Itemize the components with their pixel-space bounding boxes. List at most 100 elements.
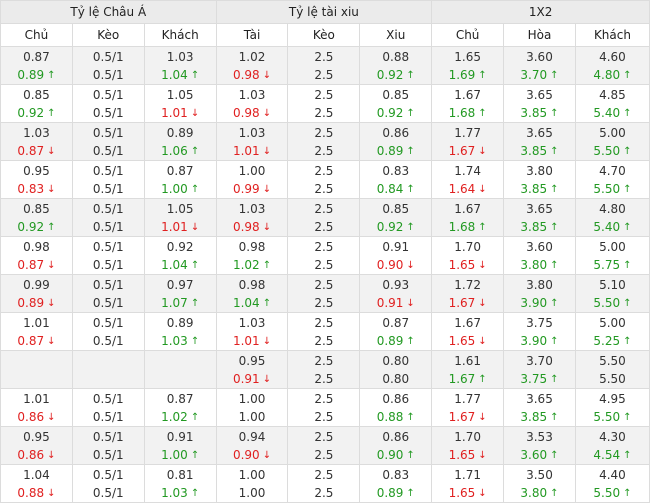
odds-row[interactable]: 1.01 0.86 ↓ 0.5/1 0.5/1 0.87 1.02 ↑ 1.00 1.00 2.5 2… <box>0 388 650 427</box>
current-value: 2.5 <box>314 258 334 272</box>
current-value-row <box>1 370 71 388</box>
current-value: 1.04 <box>161 258 188 272</box>
arrow-up-icon: ↑ <box>550 488 559 499</box>
current-value-row: 5.40 ↑ <box>576 104 648 122</box>
odds-cell-away: 0.87 1.02 ↑ <box>143 388 217 427</box>
current-value: 1.64 <box>448 182 476 196</box>
current-value: 0.89 <box>17 296 45 310</box>
current-value-row: 3.90 ↑ <box>505 294 575 312</box>
current-value-row: 3.85 ↑ <box>505 180 575 198</box>
opening-value: 1.70 <box>454 430 481 444</box>
odds-cell-over: 0.98 1.02 ↑ <box>215 236 289 275</box>
arrow-down-icon: ↓ <box>478 450 487 461</box>
current-value: 5.50 <box>593 486 621 500</box>
odds-row[interactable]: 1.04 0.88 ↓ 0.5/1 0.5/1 0.81 1.03 ↑ 1.00 1.00 2.5 2… <box>0 464 650 503</box>
opening-value: 1.71 <box>454 468 481 482</box>
current-value: 1.03 <box>161 486 188 500</box>
arrow-up-icon: ↑ <box>406 336 415 347</box>
column-header-row: Chủ Kèo Khách Tài Kèo Xiu Chủ Hòa Khách <box>0 23 650 47</box>
odds-cell-away: 0.89 1.06 ↑ <box>143 122 217 161</box>
current-value: 1.06 <box>161 144 188 158</box>
current-value: 1.67 <box>448 410 476 424</box>
opening-value: 2.5 <box>314 126 334 140</box>
current-value: 0.83 <box>17 182 45 196</box>
odds-cell-under: 0.91 0.90 ↓ <box>359 236 433 275</box>
odds-row[interactable]: 0.87 0.89 ↑ 0.5/1 0.5/1 1.03 1.04 ↑ 1.02 0.98 ↓ 2.5… <box>0 46 650 85</box>
current-value: 1.01 <box>232 334 260 348</box>
current-value: 3.85 <box>520 182 548 196</box>
current-value: 0.87 <box>17 144 45 158</box>
odds-cell-away-win: 4.80 5.40 ↑ <box>574 198 650 237</box>
odds-cell-line: 2.5 2.5 <box>287 350 361 389</box>
odds-cell-line: 2.5 2.5 <box>287 274 361 313</box>
odds-cell-handicap: 0.5/1 0.5/1 <box>71 388 145 427</box>
current-value: 1.65 <box>448 448 476 462</box>
odds-cell-home-win: 1.67 1.68 ↑ <box>431 84 505 123</box>
arrow-down-icon: ↓ <box>47 184 56 195</box>
current-value-row: 0.90 ↑ <box>361 446 431 464</box>
arrow-up-icon: ↑ <box>623 108 632 119</box>
arrow-up-icon: ↑ <box>623 184 632 195</box>
current-value-row: 0.5/1 <box>73 484 143 502</box>
odds-row[interactable]: 0.98 0.87 ↓ 0.5/1 0.5/1 0.92 1.04 ↑ 0.98 1.02 ↑ 2.5… <box>0 236 650 275</box>
odds-row[interactable]: 1.03 0.87 ↓ 0.5/1 0.5/1 0.89 1.06 ↑ 1.03 1.01 ↓ 2.5… <box>0 122 650 161</box>
current-value: 5.25 <box>593 334 621 348</box>
opening-value: 0.98 <box>23 240 50 254</box>
current-value-row: 1.03 ↑ <box>145 484 215 502</box>
opening-value: 1.03 <box>23 126 50 140</box>
current-value: 1.00 <box>161 448 188 462</box>
odds-row[interactable]: 0.95 0.91 ↓ 2.5 2.5 0.80 0.80 1.61 1.67 ↑ 3.70 3.75… <box>0 350 650 389</box>
odds-row[interactable]: 0.95 0.83 ↓ 0.5/1 0.5/1 0.87 1.00 ↑ 1.00 0.99 ↓ 2.5… <box>0 160 650 199</box>
odds-cell-draw: 3.50 3.80 ↑ <box>503 464 576 503</box>
opening-value: 1.77 <box>454 126 481 140</box>
current-value-row: 3.85 ↑ <box>505 142 575 160</box>
current-value: 2.5 <box>314 296 334 310</box>
odds-row[interactable]: 0.85 0.92 ↑ 0.5/1 0.5/1 1.05 1.01 ↓ 1.03 0.98 ↓ 2.5… <box>0 84 650 123</box>
arrow-up-icon: ↑ <box>550 146 559 157</box>
current-value: 1.03 <box>161 334 188 348</box>
odds-cell-under: 0.80 0.80 <box>359 350 433 389</box>
current-value: 0.91 <box>376 296 404 310</box>
odds-cell-home-win: 1.61 1.67 ↑ <box>431 350 505 389</box>
odds-cell-draw: 3.70 3.75 ↑ <box>503 350 576 389</box>
arrow-up-icon: ↑ <box>478 374 487 385</box>
odds-row[interactable]: 0.99 0.89 ↓ 0.5/1 0.5/1 0.97 1.07 ↑ 0.98 1.04 ↑ 2.5… <box>0 274 650 313</box>
arrow-down-icon: ↓ <box>47 260 56 271</box>
arrow-up-icon: ↑ <box>406 488 415 499</box>
opening-value: 0.91 <box>382 240 410 254</box>
odds-row[interactable]: 0.95 0.86 ↓ 0.5/1 0.5/1 0.91 1.00 ↑ 0.94 0.90 ↓ 2.5… <box>0 426 650 465</box>
column-header-under: Xiu <box>359 23 433 47</box>
arrow-up-icon: ↑ <box>623 70 632 81</box>
odds-cell-handicap: 0.5/1 0.5/1 <box>71 160 145 199</box>
opening-value: 5.00 <box>599 240 626 254</box>
arrow-up-icon: ↑ <box>550 222 559 233</box>
current-value: 0.5/1 <box>92 486 124 500</box>
current-value-row: 0.99 ↓ <box>217 180 287 198</box>
opening-value: 1.00 <box>238 468 266 482</box>
odds-cell-home: 0.85 0.92 ↑ <box>0 198 73 237</box>
arrow-up-icon: ↑ <box>623 260 632 271</box>
odds-cell-handicap: 0.5/1 0.5/1 <box>71 274 145 313</box>
arrow-up-icon: ↑ <box>478 222 487 233</box>
opening-value: 1.72 <box>454 278 481 292</box>
opening-value: 1.67 <box>454 316 481 330</box>
arrow-up-icon: ↑ <box>478 108 487 119</box>
opening-value: 2.5 <box>314 316 334 330</box>
arrow-up-icon: ↑ <box>190 336 200 347</box>
current-value: 0.98 <box>232 106 260 120</box>
current-value: 0.5/1 <box>92 144 124 158</box>
opening-value: 1.02 <box>238 50 266 64</box>
odds-cell-handicap: 0.5/1 0.5/1 <box>71 236 145 275</box>
arrow-down-icon: ↓ <box>478 336 487 347</box>
odds-cell-handicap: 0.5/1 0.5/1 <box>71 84 145 123</box>
opening-value: 2.5 <box>314 202 334 216</box>
arrow-down-icon: ↓ <box>478 488 487 499</box>
current-value-row: 0.92 ↑ <box>1 104 71 122</box>
odds-row[interactable]: 1.01 0.87 ↓ 0.5/1 0.5/1 0.89 1.03 ↑ 1.03 1.01 ↓ 2.5… <box>0 312 650 351</box>
odds-cell-under: 0.88 0.92 ↑ <box>359 46 433 85</box>
odds-cell-draw: 3.60 3.70 ↑ <box>503 46 576 85</box>
current-value: 1.67 <box>448 144 476 158</box>
odds-cell-line: 2.5 2.5 <box>287 388 361 427</box>
odds-row[interactable]: 0.85 0.92 ↑ 0.5/1 0.5/1 1.05 1.01 ↓ 1.03 0.98 ↓ 2.5… <box>0 198 650 237</box>
opening-value: 0.5/1 <box>92 88 124 102</box>
